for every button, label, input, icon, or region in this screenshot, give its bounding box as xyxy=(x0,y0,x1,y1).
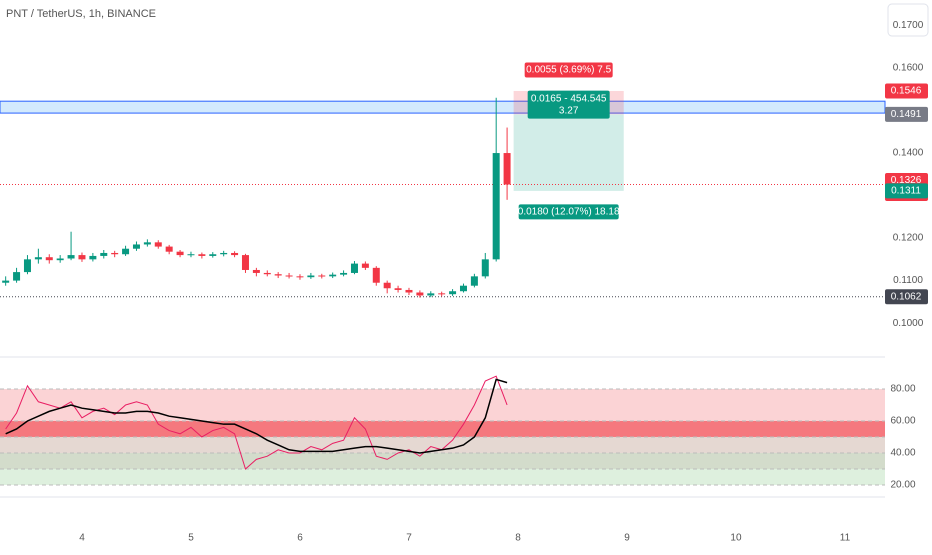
candle-body xyxy=(372,267,380,283)
candle-body xyxy=(2,280,10,283)
candle-body xyxy=(45,257,53,261)
candle-body xyxy=(438,293,446,295)
candle-body xyxy=(318,275,326,277)
price-label-box xyxy=(885,106,928,122)
candle-body xyxy=(143,242,151,245)
candle-body xyxy=(176,251,184,256)
candle-body xyxy=(459,285,467,292)
candle-body xyxy=(23,259,31,273)
candle-body xyxy=(209,254,217,256)
stop-label-box xyxy=(524,62,613,78)
candle-body xyxy=(252,269,260,273)
settings-button[interactable] xyxy=(887,3,929,37)
candle-body xyxy=(416,292,424,296)
price-label: 0.1491 xyxy=(891,109,922,120)
candle-body xyxy=(89,255,97,260)
target-zone xyxy=(513,114,624,191)
candle-body xyxy=(100,252,108,256)
y-tick-label: 0.1700 xyxy=(893,20,924,31)
candle-body xyxy=(503,153,511,185)
candle-body xyxy=(198,254,206,256)
rsi-line xyxy=(5,378,508,454)
candle-body xyxy=(307,275,315,278)
rsi-tick-label: 60.00 xyxy=(890,416,915,427)
candle-body xyxy=(274,274,282,276)
target-label: 0.0180 (12.07%) 18.18 xyxy=(518,207,620,218)
rsi-tick-label: 40.00 xyxy=(890,448,915,459)
candle-body xyxy=(427,293,435,296)
x-tick-label: 10 xyxy=(730,533,742,544)
candle-body xyxy=(350,263,358,273)
x-tick-label: 5 xyxy=(188,533,194,544)
candle-body xyxy=(241,255,249,270)
candle-body xyxy=(470,276,478,286)
candle-body xyxy=(34,257,42,260)
mid-label-box xyxy=(527,90,610,119)
candle-body xyxy=(67,255,75,259)
rsi-band xyxy=(0,452,885,469)
candle-body xyxy=(122,248,130,255)
candle-body xyxy=(361,263,369,268)
price-label: 0.1546 xyxy=(891,86,922,97)
candle-body xyxy=(165,246,173,252)
rsi-band xyxy=(0,468,885,485)
candle-body xyxy=(285,275,293,277)
price-label: 0.1062 xyxy=(891,291,922,302)
candle-body xyxy=(449,291,457,295)
x-tick-label: 4 xyxy=(79,533,85,544)
x-tick-label: 9 xyxy=(624,533,630,544)
candle-body xyxy=(154,242,162,247)
rsi-tick-label: 20.00 xyxy=(890,480,915,491)
stop-label: 0.0055 (3.69%) 7.5 xyxy=(526,65,611,76)
y-tick-label: 0.1400 xyxy=(893,148,924,159)
candle-body xyxy=(13,272,21,281)
candle-body xyxy=(394,288,402,290)
y-tick-label: 0.1100 xyxy=(893,275,923,286)
y-tick-label: 0.1000 xyxy=(893,318,924,329)
candle-body xyxy=(187,254,195,256)
rsi-tick-label: 80.00 xyxy=(890,384,915,395)
candle-body xyxy=(340,272,348,275)
candle-body xyxy=(296,276,304,278)
candle-body xyxy=(220,252,228,255)
rsi-band xyxy=(0,436,885,453)
price-label-box xyxy=(885,83,928,99)
x-tick-label: 8 xyxy=(515,533,521,544)
x-tick-label: 6 xyxy=(297,533,303,544)
price-label-box xyxy=(885,183,928,199)
mid-label: 3.27 xyxy=(559,105,579,116)
candle-body xyxy=(383,282,391,289)
candle-body xyxy=(405,289,413,293)
price-label: 0.1311 xyxy=(891,186,921,197)
candle-body xyxy=(492,153,500,260)
candle-body xyxy=(56,258,64,261)
rsi-band xyxy=(0,420,885,437)
candle-body xyxy=(78,255,86,260)
y-tick-label: 0.1200 xyxy=(893,233,924,244)
candle-body xyxy=(263,272,271,275)
candle-body xyxy=(132,244,140,249)
candle-body xyxy=(111,252,119,255)
x-tick-label: 11 xyxy=(840,533,851,544)
x-tick-label: 7 xyxy=(406,533,412,544)
target-label-box xyxy=(518,204,619,220)
candle-body xyxy=(481,259,489,277)
rsi-band xyxy=(0,388,885,421)
candle-body xyxy=(329,274,337,277)
candle-body xyxy=(231,252,239,256)
chart-header: PNT / TetherUS, 1h, BINANCE xyxy=(6,8,156,20)
price-label: 0.1326 xyxy=(891,175,922,186)
y-tick-label: 0.1600 xyxy=(893,63,924,74)
zone xyxy=(0,100,886,114)
mid-label: 0.0165 - 454.545 xyxy=(531,93,607,104)
price-label-box xyxy=(885,289,928,305)
